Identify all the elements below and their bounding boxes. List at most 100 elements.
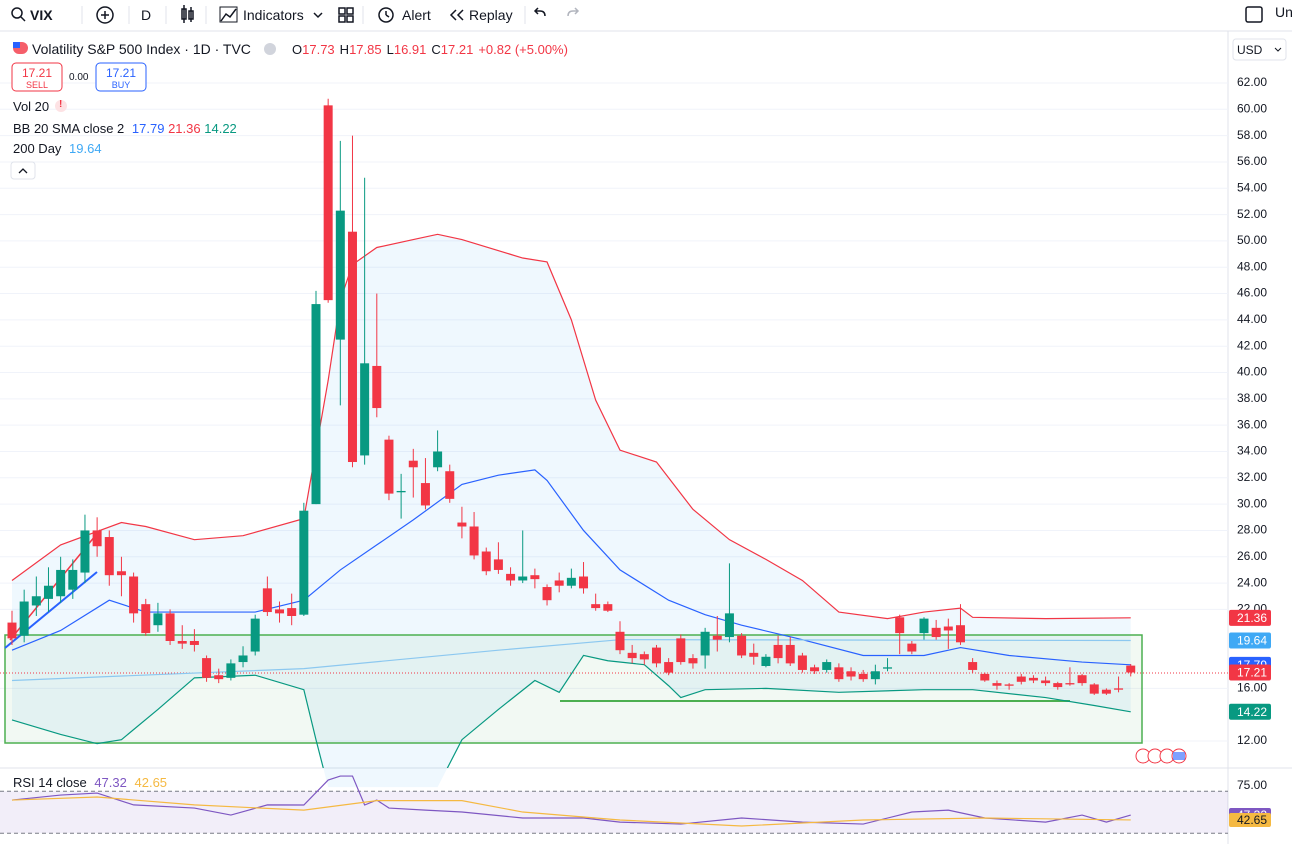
candle-body (262, 588, 272, 613)
candle-body (129, 576, 139, 614)
h-value: 17.85 (349, 42, 382, 57)
y-tick-label: 48.00 (1237, 259, 1267, 273)
y-tick-label: 38.00 (1237, 391, 1267, 405)
bb-label: BB 20 SMA close 2 (13, 121, 125, 136)
candle-body (1126, 665, 1136, 673)
currency[interactable]: USD (1237, 43, 1263, 57)
y-tick-label: 54.00 (1237, 180, 1267, 194)
candle-body (384, 439, 394, 494)
candle-body (542, 587, 552, 601)
price-tag-label: 19.64 (1237, 634, 1267, 648)
flag-icon-canton (13, 42, 20, 48)
symbol[interactable]: VIX (30, 7, 53, 23)
candle-body (19, 601, 29, 636)
candle-body (189, 640, 199, 645)
candle-body (591, 604, 601, 609)
candle-body (1089, 684, 1099, 694)
candle-body (1028, 677, 1038, 681)
candle-body (31, 596, 41, 606)
candle-body (919, 618, 929, 634)
candle-body (68, 569, 78, 590)
candle-body (347, 231, 357, 463)
candle-body (335, 210, 345, 340)
sell-button[interactable] (11, 62, 63, 92)
vol-alert[interactable]: ! (59, 99, 63, 110)
candle-body (943, 626, 953, 631)
candle-body (177, 640, 187, 644)
price-tag-label: 14.22 (1237, 705, 1267, 719)
rsi-band (0, 791, 1228, 834)
replay-button[interactable]: Replay (469, 7, 513, 23)
y-tick-label: 44.00 (1237, 312, 1267, 326)
toolbar-icons[interactable] (11, 5, 1263, 24)
buy-button[interactable] (95, 62, 147, 92)
candle-body (895, 617, 905, 634)
buy-label[interactable]: BUY (111, 80, 131, 90)
y-tick-label: 62.00 (1237, 75, 1267, 89)
change: +0.82 (+5.00%) (478, 42, 568, 57)
candle-body (1016, 676, 1026, 682)
candle-body (299, 510, 309, 615)
collapse-icon (18, 168, 28, 174)
candle-body (420, 483, 430, 506)
candle-body (980, 673, 990, 681)
candle-body (785, 644, 795, 664)
candle-body (822, 662, 832, 670)
y-tick-label: 26.00 (1237, 549, 1267, 563)
sell-label[interactable]: SELL (25, 80, 49, 90)
rsi-ma: 42.65 (134, 775, 168, 790)
flag-icons[interactable] (1135, 748, 1187, 764)
candle-body (238, 655, 248, 663)
candle-body (931, 627, 941, 638)
rsi-value: 47.32 (94, 775, 127, 790)
alert-button[interactable]: Alert (402, 7, 431, 23)
y-tick-label: 32.00 (1237, 470, 1267, 484)
currency-select[interactable] (1232, 38, 1287, 61)
interval[interactable]: D (141, 7, 152, 23)
price-tag-label: 21.36 (1237, 611, 1267, 625)
candle-body (773, 644, 783, 659)
ma-legend: 200 Day 19.64 (13, 141, 102, 156)
candle-body (226, 663, 236, 678)
ohlc: O17.73 H17.85 L16.91 C17.21 +0.82 (+5.00%) (292, 42, 568, 57)
range-box[interactable] (4, 634, 1143, 744)
candle-body (712, 635, 722, 640)
candle-body (469, 526, 479, 556)
candle-body (530, 575, 540, 580)
indicator-line (11, 233, 1131, 620)
bb-legend: BB 20 SMA close 2 17.79 21.36 14.22 (13, 121, 237, 136)
y-tick-label: 36.00 (1237, 417, 1267, 431)
candle-body (579, 576, 589, 589)
rsi-legend: RSI 14 close 47.32 42.65 (13, 775, 167, 790)
indicator-line (11, 469, 1131, 666)
candle-body (202, 658, 212, 678)
y-tick-label: 16.00 (1237, 681, 1267, 695)
price-tag-label: 17.21 (1237, 666, 1267, 680)
indicators-button[interactable]: Indicators (243, 7, 304, 23)
y-tick-label: 52.00 (1237, 207, 1267, 221)
o-value: 17.73 (302, 42, 335, 57)
candle-body (700, 631, 710, 656)
candle-body (396, 490, 406, 493)
bb-low: 14.22 (204, 121, 237, 136)
candle-body (408, 460, 418, 468)
candle-body (153, 613, 163, 626)
candle-body (737, 635, 747, 656)
buy-price[interactable]: 17.21 (105, 66, 137, 80)
candle-body (955, 625, 965, 643)
candle-body (724, 613, 734, 638)
rsi-tag (1229, 812, 1271, 827)
rsi-tag-label: 42.65 (1237, 813, 1267, 827)
sell-price[interactable]: 17.21 (21, 66, 53, 80)
candle-body (651, 647, 661, 664)
vol-alert-icon[interactable] (55, 100, 67, 112)
status-dot[interactable] (264, 43, 276, 55)
account[interactable]: Un (1275, 4, 1292, 20)
candle-body (603, 604, 613, 611)
collapse-button[interactable] (10, 161, 36, 180)
candle-body (493, 559, 503, 570)
candle-body (907, 643, 917, 652)
candle-body (834, 667, 844, 680)
c-label: C (431, 42, 441, 57)
